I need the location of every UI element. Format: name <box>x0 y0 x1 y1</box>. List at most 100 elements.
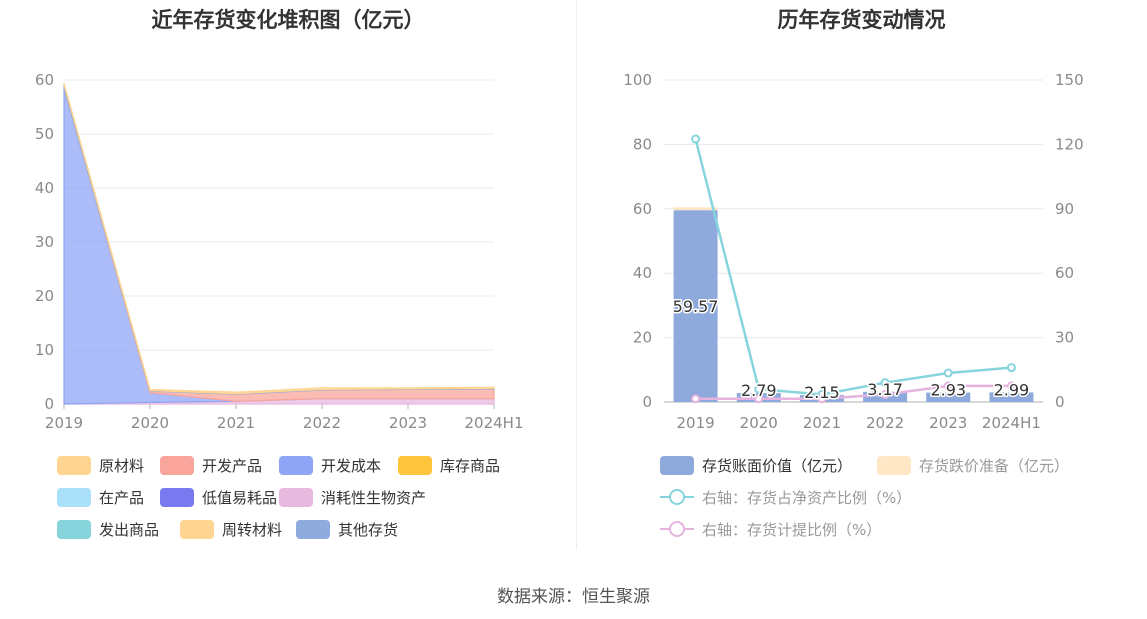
legend-swatch <box>877 456 911 475</box>
legend-swatch <box>160 488 194 507</box>
left-y-tick-label: 10 <box>35 341 54 359</box>
panel-divider <box>576 0 577 550</box>
point-provision-ratio <box>817 394 827 404</box>
left-y-tick-label: 50 <box>35 125 54 143</box>
legend-label: 其他存货 <box>338 521 399 539</box>
right-y2-tick-label: 90 <box>1055 200 1074 218</box>
legend-swatch <box>660 456 694 475</box>
point-net-asset-ratio <box>880 378 890 388</box>
legend-line-marker <box>660 520 694 539</box>
left-legend-item[interactable]: 开发成本 <box>279 455 381 476</box>
point-provision-ratio <box>1006 381 1016 391</box>
legend-label: 低值易耗品 <box>202 489 278 507</box>
legend-swatch <box>296 520 330 539</box>
right-y2-tick-label: 120 <box>1055 135 1084 153</box>
left-legend-item[interactable]: 原材料 <box>57 455 144 476</box>
bar-data-label: 2.93 <box>930 381 966 400</box>
left-legend-item[interactable]: 开发产品 <box>160 455 262 476</box>
point-net-asset-ratio <box>691 134 701 144</box>
point-provision-ratio <box>943 381 953 391</box>
right-x-tick-label: 2022 <box>866 414 904 432</box>
left-legend-item[interactable]: 周转材料 <box>180 519 282 540</box>
left-y-tick-label: 40 <box>35 179 54 197</box>
legend-swatch <box>398 456 432 475</box>
legend-label: 右轴：存货占净资产比例（%） <box>702 489 912 507</box>
line-provision-ratio <box>695 384 1012 401</box>
left-y-tick-label: 60 <box>35 71 54 89</box>
legend-swatch <box>160 456 194 475</box>
bar-book-value <box>926 392 971 402</box>
right-y-tick-label: 60 <box>633 200 652 218</box>
source-note: 数据来源：恒生聚源 <box>497 587 650 607</box>
right-x-tick-label: 2021 <box>803 414 841 432</box>
right-legend-item[interactable]: 右轴：存货计提比例（%） <box>660 519 881 540</box>
left-y-tick-label: 0 <box>44 395 54 413</box>
right-legend-item[interactable]: 右轴：存货占净资产比例（%） <box>660 487 911 508</box>
right-legend-item[interactable]: 存货账面价值（亿元） <box>660 455 852 476</box>
point-provision-ratio <box>691 394 701 404</box>
bar-book-value <box>989 392 1034 402</box>
left-y-tick-label: 30 <box>35 233 54 251</box>
point-net-asset-ratio <box>943 368 953 378</box>
legend-line-marker <box>660 488 694 507</box>
bar-data-label: 2.79 <box>741 381 777 400</box>
legend-label: 开发成本 <box>321 457 382 475</box>
legend-swatch <box>57 520 91 539</box>
left-y-tick-label: 20 <box>35 287 54 305</box>
right-y2-tick-label: 60 <box>1055 264 1074 282</box>
left-legend-item[interactable]: 其他存货 <box>296 519 398 540</box>
legend-swatch <box>57 488 91 507</box>
legend-label: 发出商品 <box>99 521 160 539</box>
left-x-tick-label: 2023 <box>389 414 427 432</box>
point-net-asset-ratio <box>754 384 764 394</box>
left-legend-item[interactable]: 低值易耗品 <box>160 487 277 508</box>
legend-swatch <box>279 456 313 475</box>
right-y2-tick-label: 150 <box>1055 71 1084 89</box>
left-x-tick-label: 2022 <box>303 414 341 432</box>
right-y2-tick-label: 30 <box>1055 329 1074 347</box>
right-y2-tick-label: 0 <box>1055 393 1065 411</box>
right-y-tick-label: 0 <box>642 393 652 411</box>
left-legend-item[interactable]: 消耗性生物资产 <box>279 487 426 508</box>
right-y-tick-label: 80 <box>633 135 652 153</box>
line-net-asset-ratio <box>694 138 1012 396</box>
point-provision-ratio <box>754 394 764 404</box>
left-x-tick-label: 2019 <box>45 414 83 432</box>
legend-swatch <box>180 520 214 539</box>
right-y-tick-label: 20 <box>633 329 652 347</box>
left-chart-title: 近年存货变化堆积图（亿元） <box>151 8 425 32</box>
right-x-tick-label: 2020 <box>740 414 778 432</box>
bar-data-label: 2.99 <box>994 380 1030 399</box>
right-y-tick-label: 40 <box>633 264 652 282</box>
legend-label: 原材料 <box>99 457 145 475</box>
legend-label: 右轴：存货计提比例（%） <box>702 521 882 539</box>
right-legend-item[interactable]: 存货跌价准备（亿元） <box>877 455 1069 476</box>
legend-swatch <box>57 456 91 475</box>
point-provision-ratio <box>880 389 890 399</box>
right-x-tick-label: 2019 <box>676 414 714 432</box>
right-x-tick-label: 2024H1 <box>982 414 1041 432</box>
legend-label: 周转材料 <box>222 521 283 539</box>
right-chart-title: 历年存货变动情况 <box>777 8 946 32</box>
bar-data-label: 3.17 <box>867 380 903 399</box>
left-x-tick-label: 2024H1 <box>465 414 524 432</box>
legend-swatch <box>279 488 313 507</box>
legend-label: 存货跌价准备（亿元） <box>919 457 1070 475</box>
bar-data-label: 59.57 <box>673 297 719 316</box>
legend-label: 开发产品 <box>202 457 263 475</box>
left-legend-item[interactable]: 发出商品 <box>57 519 159 540</box>
area-series <box>63 83 495 395</box>
area-series <box>63 87 494 405</box>
right-x-tick-label: 2023 <box>929 414 967 432</box>
left-legend-item[interactable]: 在产品 <box>57 487 144 508</box>
bar-impairment <box>673 207 718 211</box>
right-y-tick-label: 100 <box>623 71 652 89</box>
legend-label: 消耗性生物资产 <box>321 489 427 507</box>
point-net-asset-ratio <box>1006 363 1016 373</box>
legend-label: 在产品 <box>99 489 145 507</box>
left-legend-item[interactable]: 库存商品 <box>398 455 500 476</box>
legend-label: 存货账面价值（亿元） <box>702 457 853 475</box>
legend-label: 库存商品 <box>440 457 501 475</box>
bar-data-label: 2.15 <box>804 383 840 402</box>
